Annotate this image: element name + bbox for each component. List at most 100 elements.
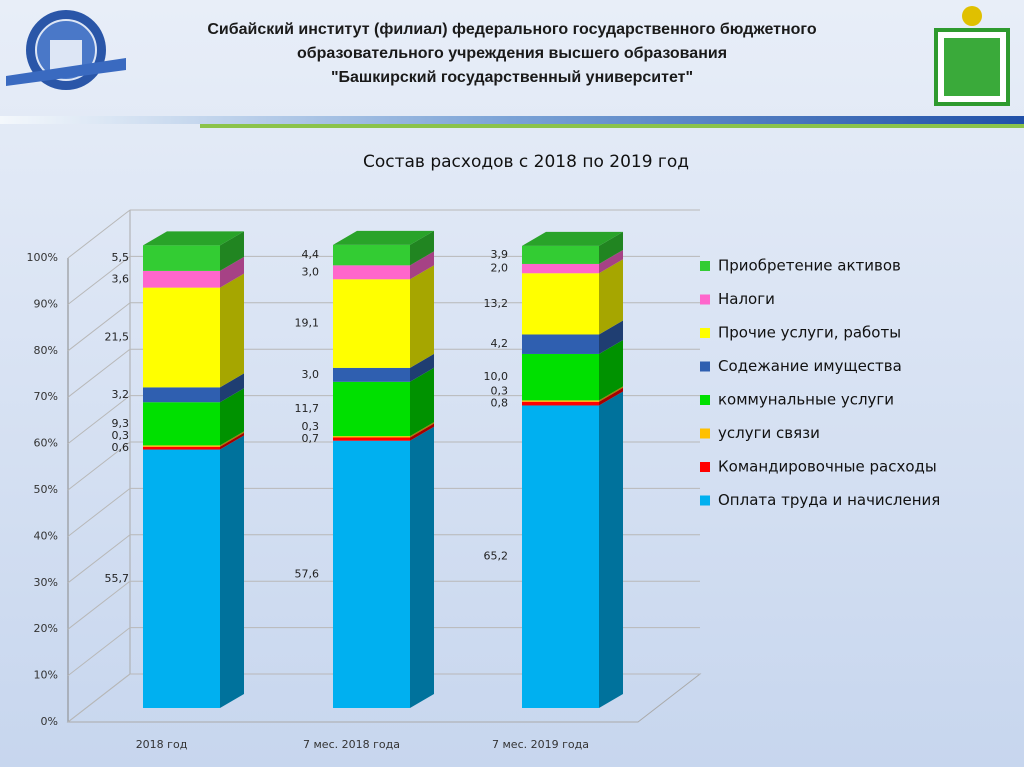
y-tick-label: 100% [27, 251, 58, 264]
bar-front [522, 405, 599, 708]
logo-left [6, 10, 126, 90]
y-tick-label: 60% [34, 437, 58, 450]
bar-front [333, 437, 410, 441]
data-label: 0,8 [491, 397, 509, 410]
bar-side [599, 339, 623, 401]
bar-front [333, 381, 410, 437]
bar-front [143, 287, 220, 388]
data-label: 9,3 [112, 417, 130, 430]
bar-side [599, 259, 623, 335]
legend-swatch [700, 328, 710, 338]
data-label: 11,7 [295, 402, 320, 415]
legend-label: Прочие услуги, работы [718, 324, 901, 342]
y-tick-label: 0% [41, 715, 58, 728]
data-label: 21,5 [105, 330, 130, 343]
bar-front [143, 402, 220, 446]
header-stripe-green [200, 124, 1024, 128]
bar-segment [143, 432, 244, 450]
bar-segment [522, 249, 623, 274]
bar-side [599, 386, 623, 402]
grid-line [67, 302, 131, 352]
bar-segment [522, 339, 623, 401]
legend-label: Оплата труда и начисления [718, 491, 940, 509]
bar-side [599, 249, 623, 274]
bar-front [522, 263, 599, 274]
chart-title: Состав расходов с 2018 по 2019 год [363, 152, 689, 172]
bar-front [333, 279, 410, 368]
bar-segment [333, 422, 434, 438]
grid-line [67, 348, 131, 398]
legend-label: Содежание имущества [718, 357, 902, 375]
legend-label: Налоги [718, 290, 775, 308]
bar-front [143, 245, 220, 271]
legend-label: Командировочные расходы [718, 458, 937, 476]
bar-side [220, 373, 244, 403]
bar-side [220, 388, 244, 446]
bar-front [522, 273, 599, 335]
grid-line [67, 209, 131, 259]
bar-front [522, 400, 599, 402]
y-tick-label: 80% [34, 344, 58, 357]
data-label: 2,0 [491, 262, 509, 275]
bar-side [410, 367, 434, 437]
grid-line [67, 441, 131, 491]
y-tick-label: 10% [34, 669, 58, 682]
legend-swatch [700, 261, 710, 271]
data-label: 3,9 [491, 248, 509, 261]
bar-segment [333, 251, 434, 280]
bar-side [220, 435, 244, 708]
data-label: 0,3 [112, 429, 130, 442]
header-stripe [0, 116, 1024, 124]
grid-line [67, 534, 131, 584]
x-tick-label: 7 мес. 2018 года [303, 738, 400, 751]
bar-front [333, 436, 410, 438]
data-label: 55,7 [105, 572, 130, 585]
bar-segment [522, 320, 623, 354]
bar-front [143, 446, 220, 450]
bar-front [522, 401, 599, 406]
grid-line [67, 395, 131, 444]
bar-front [333, 244, 410, 266]
legend-swatch [700, 495, 710, 506]
y-tick-label: 50% [34, 483, 58, 496]
legend-label: услуги связи [718, 424, 820, 442]
y-tick-label: 90% [34, 297, 58, 310]
grid-line [67, 580, 131, 630]
y-tick-label: 20% [34, 622, 58, 635]
legend-swatch [700, 462, 710, 472]
y-tick-label: 40% [34, 529, 58, 542]
bar-side [220, 256, 244, 288]
legend-label: Приобретение активов [718, 257, 901, 275]
bar-segment [143, 373, 244, 403]
bar-segment [143, 388, 244, 446]
data-label: 3,2 [112, 388, 130, 401]
bar-segment [143, 273, 244, 388]
legend-swatch [700, 428, 710, 439]
bar-segment [333, 423, 434, 441]
data-label: 3,6 [112, 272, 130, 285]
legend-swatch [700, 294, 710, 305]
bar-segment [333, 265, 434, 368]
bar-side [220, 273, 244, 388]
legend-swatch [700, 395, 710, 405]
bar-front [333, 440, 410, 708]
data-label: 57,6 [295, 567, 320, 580]
bar-side [410, 230, 434, 266]
bar-side [220, 231, 244, 271]
bar-top [522, 231, 623, 246]
data-label: 0,3 [302, 420, 320, 433]
data-label: 19,1 [295, 317, 320, 330]
bar-front [522, 334, 599, 354]
bar-segment [522, 231, 623, 264]
data-label: 65,2 [484, 550, 509, 563]
logo-right [934, 6, 1010, 106]
bar-side [410, 251, 434, 280]
bar-front [143, 270, 220, 288]
data-label: 3,0 [302, 265, 320, 278]
bar-side [410, 422, 434, 438]
bar-side [410, 265, 434, 368]
bar-top [333, 230, 434, 245]
bar-side [599, 231, 623, 264]
bar-segment [522, 387, 623, 406]
